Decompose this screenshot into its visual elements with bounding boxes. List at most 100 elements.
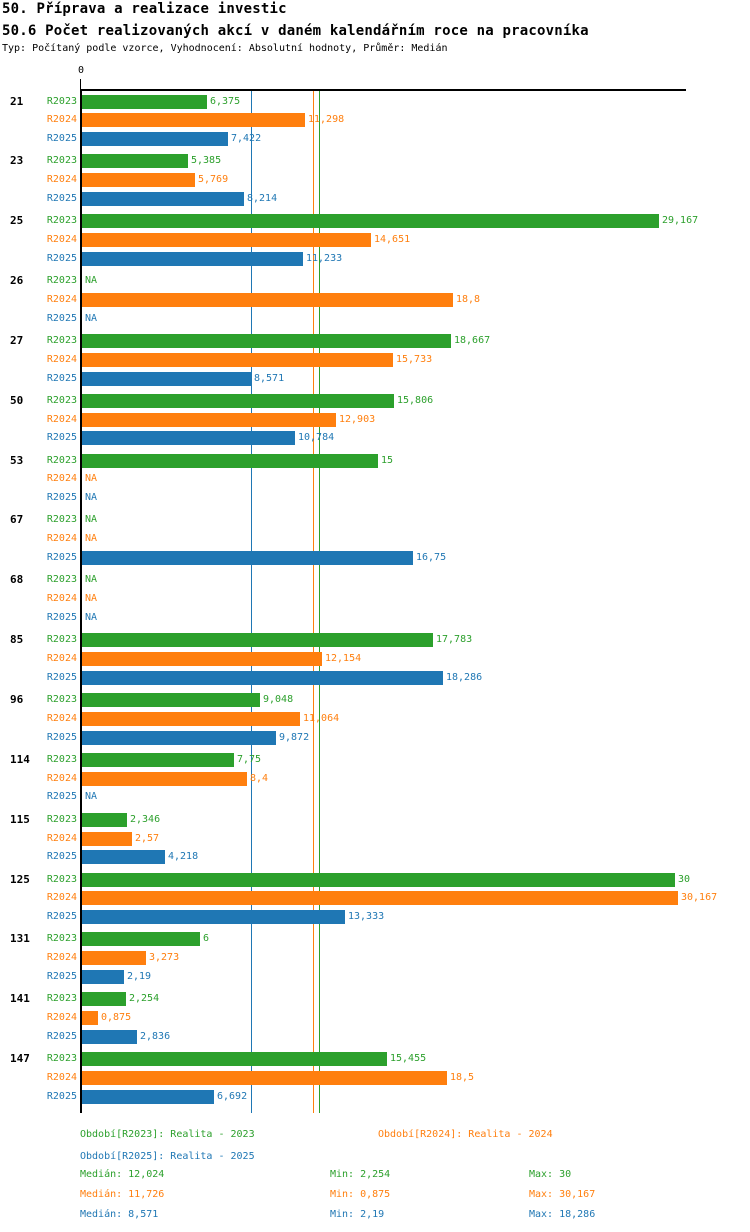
category-label: 23 (10, 154, 24, 167)
series-label: R2024 (46, 533, 77, 544)
bar-value-label: 12,154 (325, 653, 362, 664)
bar-value-label: 8,571 (254, 373, 285, 384)
series-label: R2024 (46, 1012, 77, 1023)
legend-item-r2025: Období[R2025]: Realita - 2025 (80, 1151, 255, 1162)
bar (82, 431, 295, 445)
bar (82, 992, 126, 1006)
series-label: R2023 (46, 1053, 77, 1064)
series-label: R2025 (46, 253, 77, 264)
chart-meta: Typ: Počítaný podle vzorce, Vyhodnocení:… (2, 43, 448, 54)
stat-min-r2024: Min: 0,875 (330, 1189, 391, 1200)
bar (82, 1090, 214, 1104)
na-label: NA (85, 514, 98, 525)
na-label: NA (85, 492, 98, 503)
bar-value-label: 4,218 (168, 851, 199, 862)
bar (82, 551, 413, 565)
bar (82, 192, 244, 206)
bar-value-label: 11,233 (306, 253, 343, 264)
series-label: R2023 (46, 933, 77, 944)
bar-value-label: 18,5 (450, 1072, 475, 1083)
bar-value-label: 7,422 (231, 133, 262, 144)
series-label: R2025 (46, 851, 77, 862)
bar-value-label: 18,667 (454, 335, 491, 346)
bar (82, 293, 453, 307)
category-label: 147 (10, 1052, 30, 1065)
bar-value-label: 15 (381, 455, 394, 466)
series-label: R2023 (46, 155, 77, 166)
median-line-r2023 (319, 91, 320, 1113)
bar (82, 753, 234, 767)
series-label: R2023 (46, 215, 77, 226)
bar (82, 353, 393, 367)
series-label: R2023 (46, 275, 77, 286)
series-label: R2025 (46, 732, 77, 743)
bar (82, 334, 451, 348)
series-label: R2025 (46, 552, 77, 563)
bar (82, 633, 433, 647)
bar (82, 113, 305, 127)
bar (82, 454, 378, 468)
category-label: 125 (10, 873, 30, 886)
series-label: R2023 (46, 993, 77, 1004)
category-label: 115 (10, 813, 30, 826)
bar-value-label: 5,769 (198, 174, 229, 185)
page-title: 50. Příprava a realizace investic (2, 1, 287, 17)
bar-value-label: 0,875 (101, 1012, 132, 1023)
bar (82, 951, 146, 965)
series-label: R2024 (46, 414, 77, 425)
bar-value-label: 8,4 (250, 773, 269, 784)
bar (82, 413, 336, 427)
bar-value-label: 5,385 (191, 155, 222, 166)
series-label: R2023 (46, 634, 77, 645)
bar-value-label: 18,8 (456, 294, 481, 305)
bar-value-label: 29,167 (662, 215, 699, 226)
series-label: R2025 (46, 1031, 77, 1042)
category-label: 25 (10, 214, 24, 227)
stat-max-r2025: Max: 18,286 (529, 1209, 596, 1220)
bar-value-label: 10,784 (298, 432, 335, 443)
series-label: R2024 (46, 653, 77, 664)
category-label: 53 (10, 454, 24, 467)
bar-value-label: 11,298 (308, 114, 345, 125)
series-label: R2023 (46, 754, 77, 765)
bar (82, 693, 260, 707)
series-label: R2025 (46, 193, 77, 204)
bar-value-label: 7,75 (237, 754, 262, 765)
category-label: 67 (10, 513, 24, 526)
bar-value-label: 3,273 (149, 952, 180, 963)
na-label: NA (85, 612, 98, 623)
bar (82, 671, 443, 685)
bar (82, 132, 228, 146)
series-label: R2025 (46, 373, 77, 384)
series-label: R2023 (46, 455, 77, 466)
x-axis-line (80, 89, 686, 91)
bar (82, 932, 200, 946)
category-label: 131 (10, 932, 30, 945)
category-label: 85 (10, 633, 24, 646)
bar-value-label: 9,872 (279, 732, 310, 743)
median-line-r2024 (313, 91, 314, 1113)
category-label: 26 (10, 274, 24, 287)
category-label: 141 (10, 992, 30, 1005)
bar-value-label: 15,733 (396, 354, 433, 365)
bar-value-label: 15,455 (390, 1053, 427, 1064)
bar-value-label: 17,783 (436, 634, 473, 645)
bar-value-label: 2,19 (127, 971, 152, 982)
bar (82, 233, 371, 247)
series-label: R2024 (46, 593, 77, 604)
bar (82, 1071, 447, 1085)
series-label: R2025 (46, 791, 77, 802)
x-axis-tick (80, 79, 81, 89)
stat-median-r2023: Medián: 12,024 (80, 1169, 165, 1180)
bar-value-label: 12,903 (339, 414, 376, 425)
series-label: R2024 (46, 234, 77, 245)
series-label: R2023 (46, 335, 77, 346)
series-label: R2023 (46, 96, 77, 107)
bar-value-label: 2,836 (140, 1031, 171, 1042)
series-label: R2025 (46, 612, 77, 623)
na-label: NA (85, 533, 98, 544)
legend-item-r2023: Období[R2023]: Realita - 2023 (80, 1129, 255, 1140)
bar (82, 970, 124, 984)
bar (82, 873, 675, 887)
series-label: R2025 (46, 971, 77, 982)
